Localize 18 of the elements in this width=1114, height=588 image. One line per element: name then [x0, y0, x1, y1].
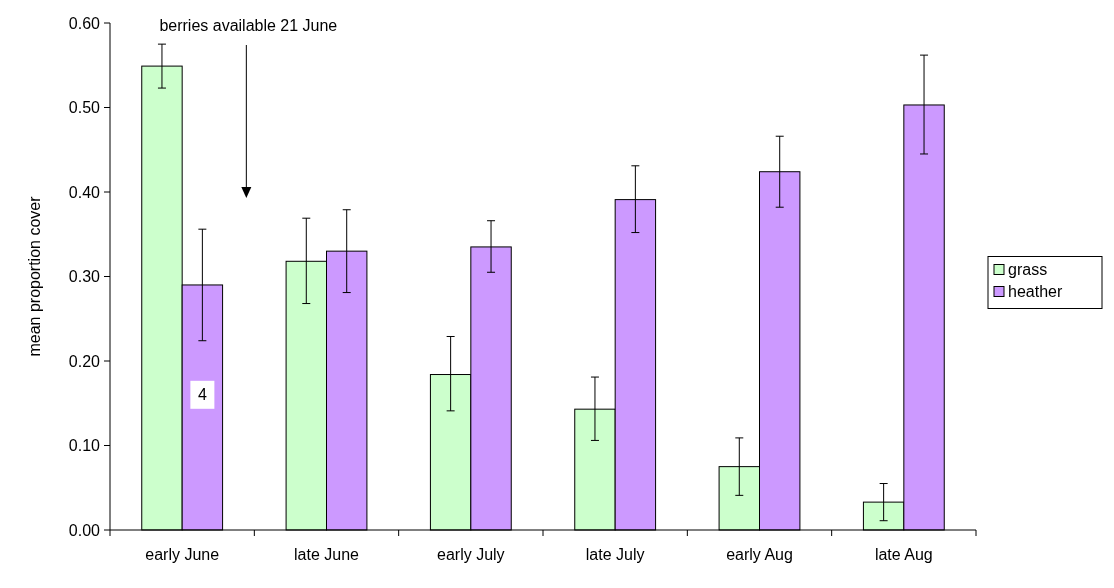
annotation: berries available 21 June [159, 17, 338, 34]
x-tick-label: early June [145, 546, 220, 563]
y-tick-label: 0.50 [68, 99, 101, 117]
x-tick-label: late June [294, 546, 360, 563]
y-tick-label: 0.20 [68, 352, 101, 370]
x-tick-label: early Aug [726, 546, 793, 563]
x-tick-label: late Aug [874, 546, 933, 563]
legend-label: grass [1008, 261, 1048, 279]
y-tick-label: 0.60 [68, 14, 101, 32]
y-axis-title: mean proportion cover [26, 195, 43, 357]
y-tick-label: 0.30 [68, 268, 101, 286]
x-tick-label: late July [585, 546, 645, 563]
annotation: 4 [197, 386, 207, 404]
y-tick-label: 0.40 [68, 183, 101, 201]
legend-label: heather [1008, 283, 1063, 301]
x-tick-label: early July [437, 546, 505, 563]
y-tick-label: 0.10 [68, 437, 101, 455]
y-tick-label: 0.00 [68, 521, 101, 539]
